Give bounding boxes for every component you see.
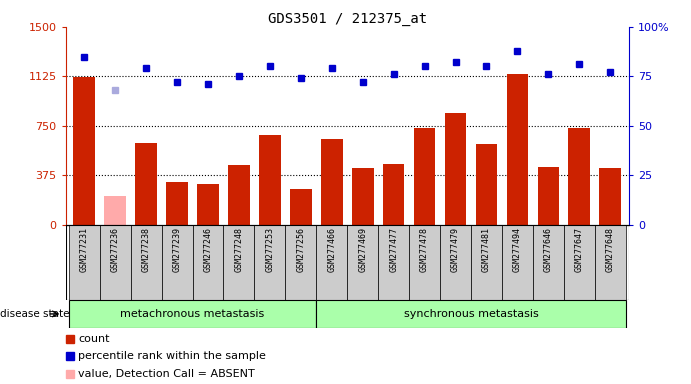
Text: GSM277239: GSM277239 xyxy=(173,227,182,272)
Bar xyxy=(414,128,435,225)
Bar xyxy=(254,225,285,300)
Text: synchronous metastasis: synchronous metastasis xyxy=(404,309,538,319)
Bar xyxy=(383,164,404,225)
Text: count: count xyxy=(79,334,110,344)
Bar xyxy=(73,77,95,225)
Text: GSM277256: GSM277256 xyxy=(296,227,305,272)
Bar xyxy=(538,167,559,225)
Text: GSM277246: GSM277246 xyxy=(203,227,213,272)
Text: GSM277248: GSM277248 xyxy=(234,227,243,272)
Bar xyxy=(135,143,157,225)
Bar xyxy=(507,74,528,225)
Bar xyxy=(599,168,621,225)
Bar xyxy=(378,225,409,300)
Text: GSM277231: GSM277231 xyxy=(79,227,88,272)
Bar xyxy=(290,189,312,225)
Text: value, Detection Call = ABSENT: value, Detection Call = ABSENT xyxy=(79,369,255,379)
Bar xyxy=(100,225,131,300)
Bar xyxy=(316,300,626,328)
Bar xyxy=(502,225,533,300)
Bar xyxy=(162,225,193,300)
Text: percentile rank within the sample: percentile rank within the sample xyxy=(79,351,266,361)
Text: GSM277646: GSM277646 xyxy=(544,227,553,272)
Text: GSM277236: GSM277236 xyxy=(111,227,120,272)
Bar xyxy=(445,113,466,225)
Text: GSM277494: GSM277494 xyxy=(513,227,522,272)
Bar xyxy=(352,168,374,225)
Bar xyxy=(68,225,100,300)
Text: GSM277648: GSM277648 xyxy=(606,227,615,272)
Text: GSM277481: GSM277481 xyxy=(482,227,491,272)
Bar xyxy=(440,225,471,300)
Bar xyxy=(564,225,595,300)
Text: GSM277469: GSM277469 xyxy=(358,227,367,272)
Bar xyxy=(197,184,219,225)
Text: GSM277647: GSM277647 xyxy=(575,227,584,272)
Bar xyxy=(595,225,626,300)
Bar xyxy=(533,225,564,300)
Bar xyxy=(475,144,498,225)
Bar xyxy=(223,225,254,300)
Bar xyxy=(228,166,249,225)
Bar xyxy=(285,225,316,300)
Bar xyxy=(569,128,590,225)
Bar xyxy=(68,300,316,328)
Text: metachronous metastasis: metachronous metastasis xyxy=(120,309,265,319)
Text: GSM277253: GSM277253 xyxy=(265,227,274,272)
Text: GSM277478: GSM277478 xyxy=(420,227,429,272)
Bar xyxy=(193,225,223,300)
Bar xyxy=(131,225,162,300)
Bar xyxy=(321,139,343,225)
Title: GDS3501 / 212375_at: GDS3501 / 212375_at xyxy=(267,12,427,26)
Bar xyxy=(259,135,281,225)
Bar xyxy=(104,195,126,225)
Text: GSM277466: GSM277466 xyxy=(328,227,337,272)
Text: GSM277479: GSM277479 xyxy=(451,227,460,272)
Bar xyxy=(316,225,347,300)
Bar xyxy=(167,182,188,225)
Text: GSM277477: GSM277477 xyxy=(389,227,398,272)
Bar xyxy=(471,225,502,300)
Bar xyxy=(347,225,378,300)
Text: GSM277238: GSM277238 xyxy=(142,227,151,272)
Text: disease state: disease state xyxy=(0,309,70,319)
Bar xyxy=(409,225,440,300)
